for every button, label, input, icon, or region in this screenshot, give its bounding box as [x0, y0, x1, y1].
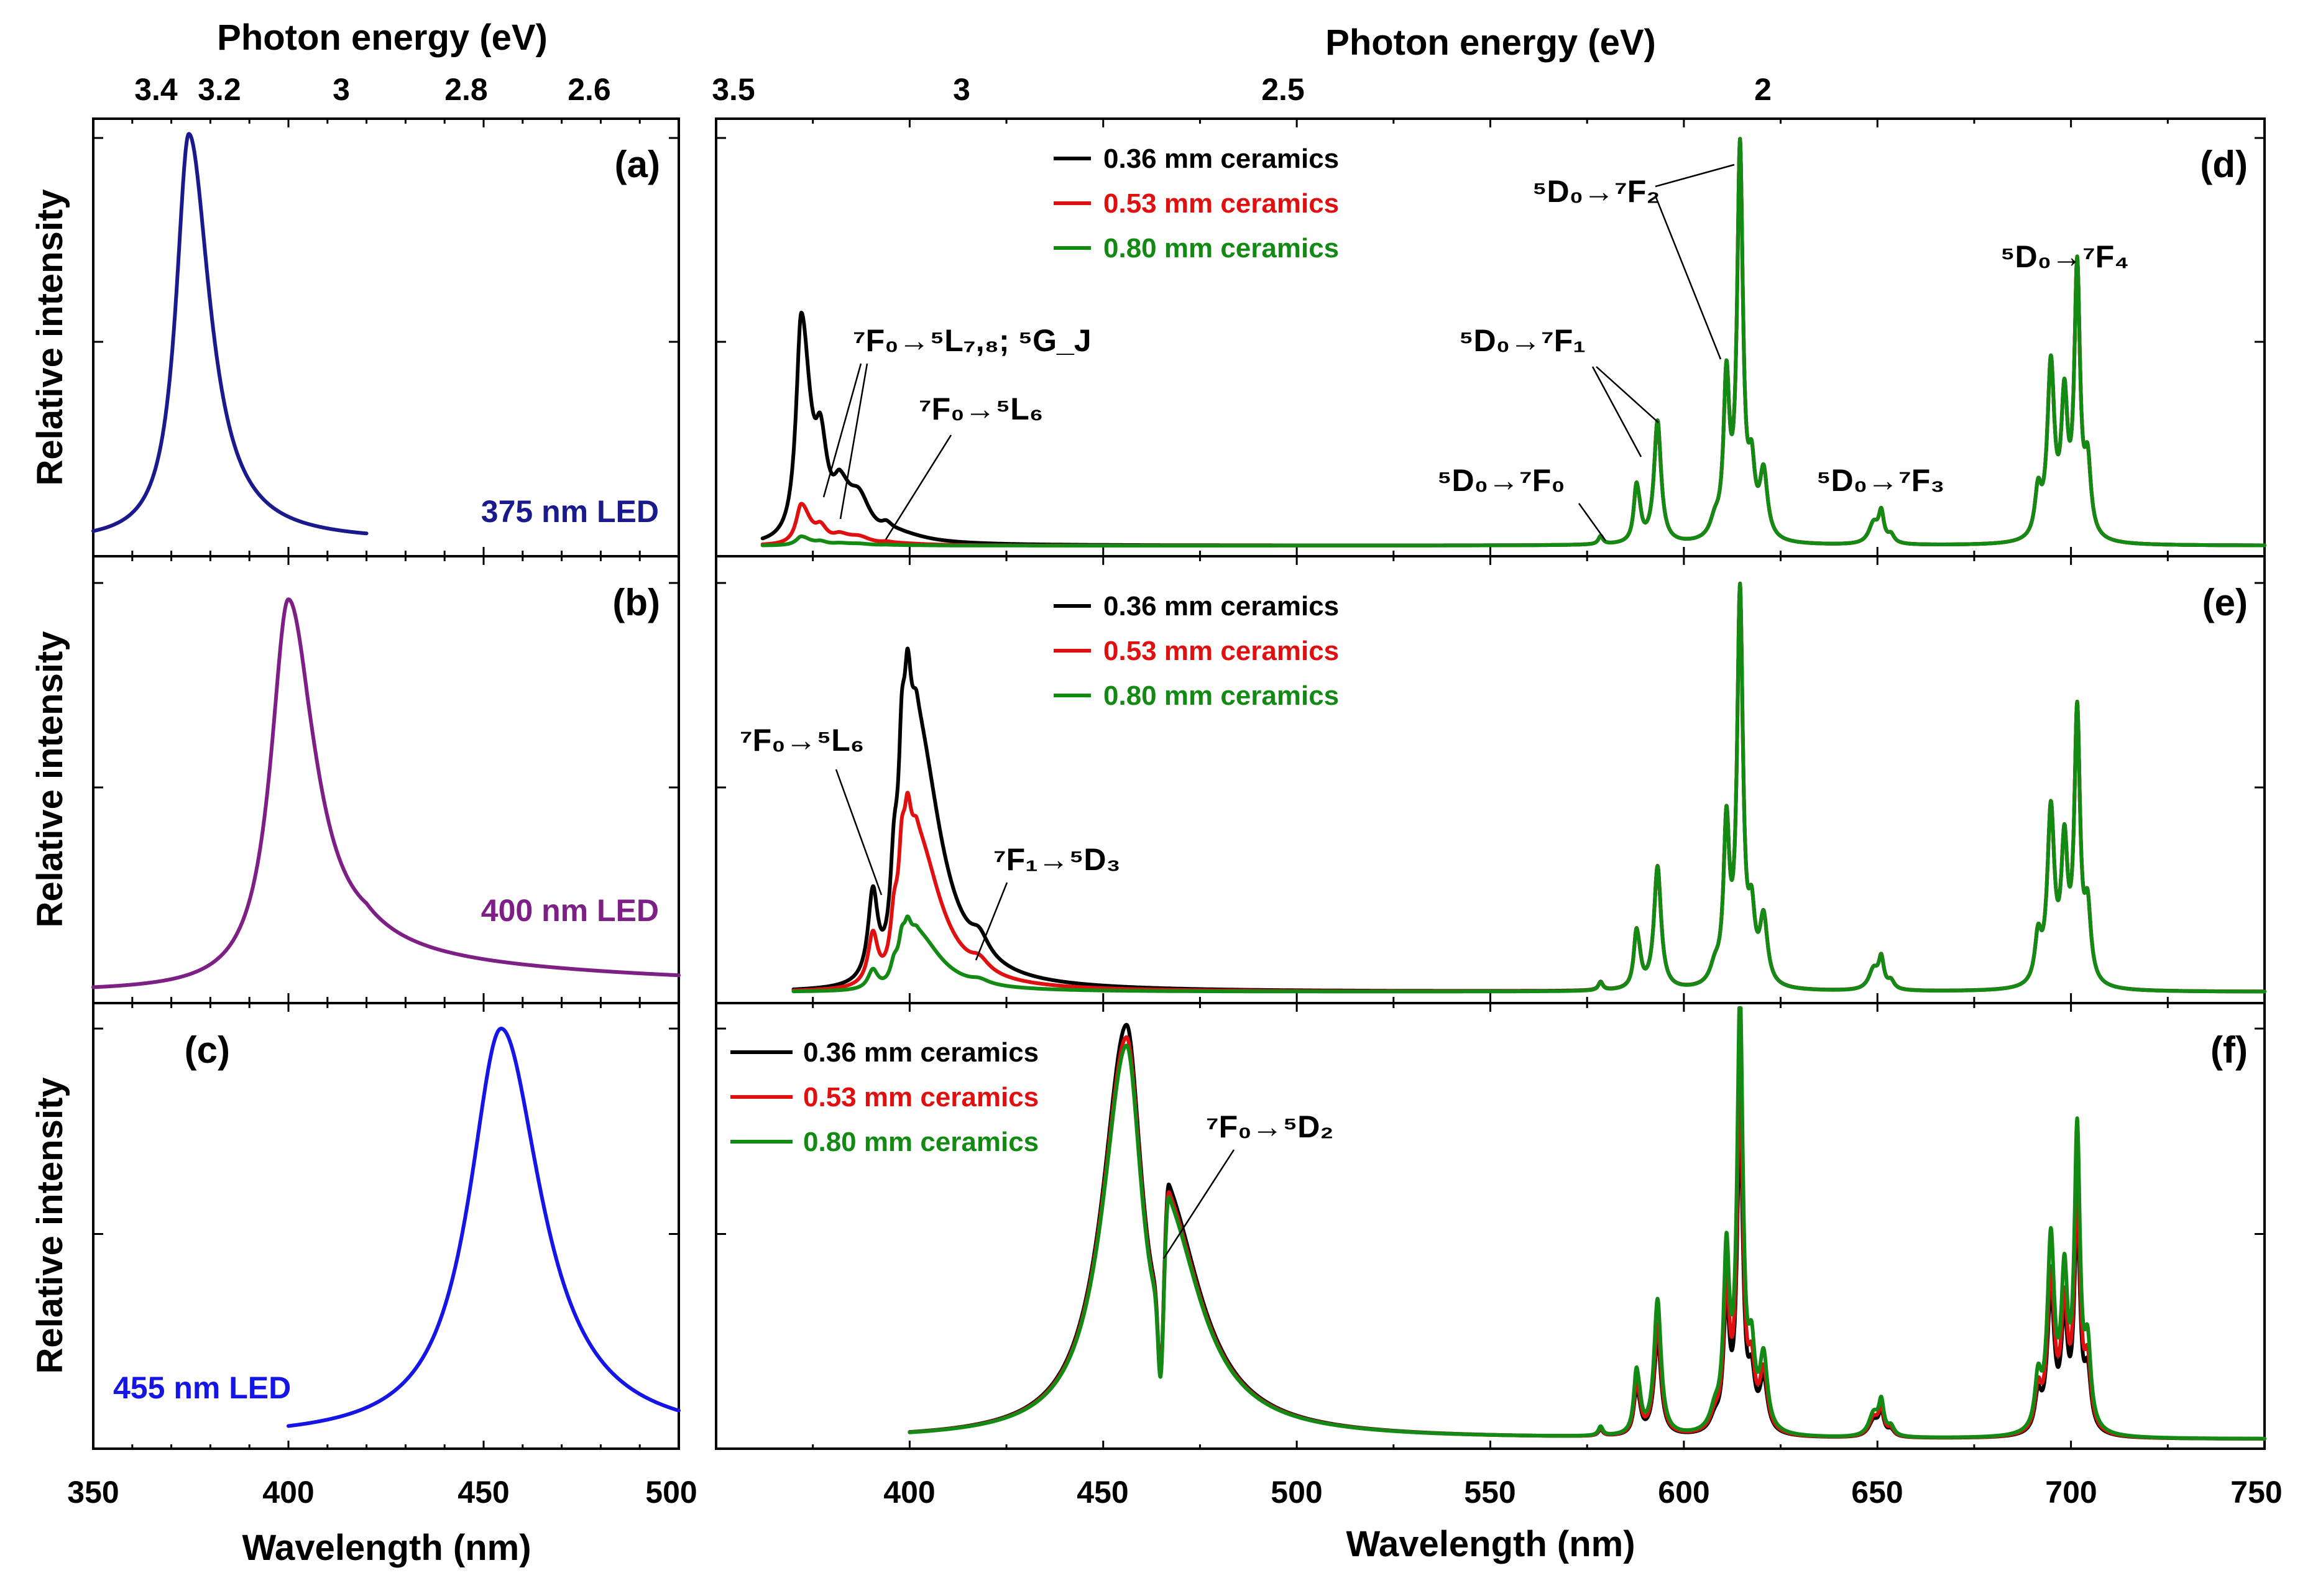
axis-ticks	[92, 119, 2266, 1450]
annotation-7f1-5d3: ⁷F₁→⁵D₃	[993, 842, 1121, 877]
arrow	[1591, 366, 1642, 457]
panel-a-frame	[92, 117, 680, 557]
arrow	[1596, 366, 1659, 423]
ceramic-spectrum-f-1	[908, 1035, 2266, 1441]
panel-c-frame	[92, 1002, 680, 1450]
right-top-axis-title: Photon energy (eV)	[1325, 22, 1656, 63]
annotation-5d0-7f1: ⁵D₀→⁷F₁	[1459, 323, 1586, 358]
arrow	[1578, 503, 1607, 541]
bottom-tick-label-right: 600	[1658, 1475, 1709, 1510]
annotation-5d0-7f2: ⁵D₀→⁷F₂	[1532, 174, 1660, 209]
annotation-arrows	[822, 163, 1735, 1259]
arrow	[1655, 163, 1735, 188]
arrow	[975, 882, 1008, 961]
bottom-tick-label-right: 750	[2230, 1475, 2282, 1510]
arrow	[822, 363, 862, 498]
left-bottom-axis-title: Wavelength (nm)	[242, 1528, 531, 1568]
legend-label: 0.36 mm ceramics	[1103, 144, 1339, 174]
top-tick-label-right: 2	[1754, 72, 1772, 107]
ceramic-spectrum-e-2	[791, 582, 2266, 994]
bottom-tick-label-left: 350	[67, 1475, 119, 1510]
legend-label: 0.80 mm ceramics	[1103, 681, 1339, 711]
legend-label: 0.36 mm ceramics	[1103, 591, 1339, 621]
ceramic-spectrum-d-2	[760, 137, 2266, 548]
top-tick-label-left: 3.4	[134, 72, 178, 107]
left-top-axis-title: Photon energy (eV)	[217, 17, 548, 58]
arrow	[885, 434, 952, 540]
bottom-tick-label-right: 700	[2045, 1475, 2097, 1510]
annotation-7f0-5l78-5gj: ⁷F₀→⁵L₇,₈; ⁵G_J	[853, 323, 1092, 358]
ceramic-spectrum-f-0	[908, 1022, 2266, 1441]
top-tick-label-left: 2.6	[568, 72, 611, 107]
panel-label-d: (d)	[2200, 144, 2248, 185]
annotation-5d0-7f3: ⁵D₀→⁷F₃	[1816, 463, 1944, 498]
annotation-7f0-5l6-d: ⁷F₀→⁵L₆	[919, 392, 1043, 426]
bottom-tick-label-left: 400	[262, 1475, 314, 1510]
legend-label: 0.80 mm ceramics	[1103, 233, 1339, 264]
top-tick-label-right: 2.5	[1261, 72, 1305, 107]
led-label-b: 400 nm LED	[481, 893, 659, 928]
annotation-5d0-7f4: ⁵D₀→⁷F₄	[2000, 239, 2129, 274]
led-label-a: 375 nm LED	[481, 494, 659, 529]
legend-d: 0.36 mm ceramics 0.53 mm ceramics 0.80 m…	[1054, 144, 1339, 264]
top-tick-label-right: 3.5	[712, 72, 755, 107]
led-spectrum-a	[91, 132, 369, 536]
bottom-tick-label-right: 400	[883, 1475, 935, 1510]
panel-label-b: (b)	[612, 582, 660, 623]
ceramic-spectrum-f-2	[908, 1006, 2266, 1441]
spectra-curves	[91, 132, 2266, 1441]
legend-e: 0.36 mm ceramics 0.53 mm ceramics 0.80 m…	[1054, 591, 1339, 711]
right-bottom-axis-title: Wavelength (nm)	[1346, 1524, 1635, 1564]
annotation-7f0-5l6-e: ⁷F₀→⁵L₆	[740, 723, 864, 758]
panel-label-e: (e)	[2202, 582, 2248, 623]
arrow	[1162, 1149, 1235, 1259]
annotation-7f0-5d2: ⁷F₀→⁵D₂	[1206, 1109, 1334, 1144]
arrow	[839, 363, 868, 520]
bottom-tick-label-right: 450	[1077, 1475, 1128, 1510]
bottom-tick-label-right: 550	[1464, 1475, 1515, 1510]
panel-label-c: (c)	[185, 1029, 230, 1071]
led-spectrum-b	[91, 597, 681, 989]
annotation-5d0-7f0: ⁵D₀→⁷F₀	[1437, 463, 1565, 498]
led-spectrum-c	[287, 1027, 681, 1428]
ylabel-b: Relative intensity	[30, 631, 70, 927]
panel-label-a: (a)	[615, 144, 660, 185]
legend-label: 0.53 mm ceramics	[1103, 636, 1339, 666]
top-tick-label-right: 3	[953, 72, 970, 107]
panel-e-frame	[715, 555, 2266, 1004]
panel-label-f: (f)	[2210, 1029, 2248, 1071]
legend-label: 0.53 mm ceramics	[803, 1082, 1039, 1112]
legend-f: 0.36 mm ceramics 0.53 mm ceramics 0.80 m…	[730, 1037, 1039, 1157]
bottom-tick-label-left: 500	[645, 1475, 697, 1510]
legend-label: 0.36 mm ceramics	[803, 1037, 1039, 1068]
bottom-tick-label-right: 650	[1851, 1475, 1903, 1510]
led-label-c: 455 nm LED	[113, 1370, 291, 1405]
bottom-tick-label-left: 450	[458, 1475, 509, 1510]
ylabel-c: Relative intensity	[30, 1077, 70, 1374]
top-tick-label-left: 2.8	[444, 72, 488, 107]
bottom-tick-label-right: 500	[1271, 1475, 1322, 1510]
legend-label: 0.53 mm ceramics	[1103, 188, 1339, 219]
legend-label: 0.80 mm ceramics	[803, 1127, 1039, 1157]
top-tick-label-left: 3.2	[198, 72, 241, 107]
arrow	[835, 769, 883, 896]
arrow	[1654, 195, 1722, 360]
panel-b-frame	[92, 555, 680, 1004]
top-tick-label-left: 3	[333, 72, 350, 107]
panel-f-frame	[715, 1002, 2266, 1450]
ylabel-a: Relative intensity	[30, 189, 70, 485]
